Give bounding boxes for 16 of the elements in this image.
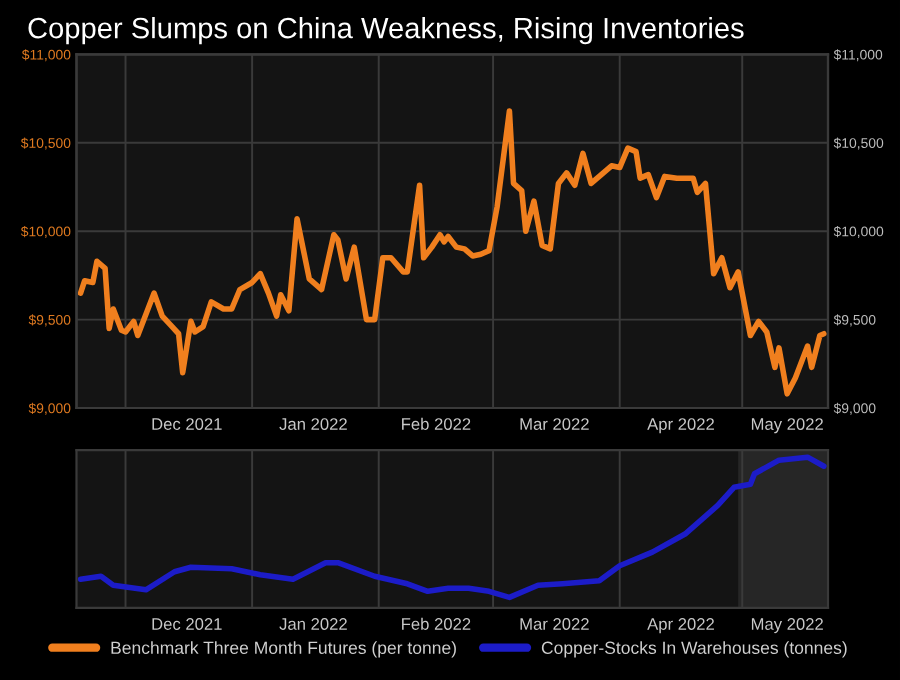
x-tick-label: Jan 2022 [279, 418, 347, 430]
x-tick-label: May 2022 [751, 618, 823, 634]
legend-label: Copper-Stocks In Warehouses (tonnes) [541, 641, 847, 658]
x-tick-label: Jan 2022 [279, 618, 347, 630]
x-tick-label: Feb 2022 [402, 617, 471, 630]
legend-label: Benchmark Three Month Futures (per tonne) [111, 641, 456, 658]
x-tick-label: Apr 2022 [647, 418, 714, 434]
x-tick-label: Feb 2022 [402, 417, 471, 430]
x-tick-label: Dec 2021 [152, 618, 222, 630]
x-tick-label: Dec 2021 [152, 418, 222, 430]
x-tick-label: Apr 2022 [647, 618, 714, 634]
x-tick-label: May 2022 [751, 418, 823, 434]
line-series [77, 108, 827, 397]
x-tick-label: Mar 2022 [520, 418, 589, 430]
chart-title: Copper Slumps on China Weakness, Rising Inventories [28, 17, 744, 45]
x-tick-label: Mar 2022 [520, 618, 589, 630]
